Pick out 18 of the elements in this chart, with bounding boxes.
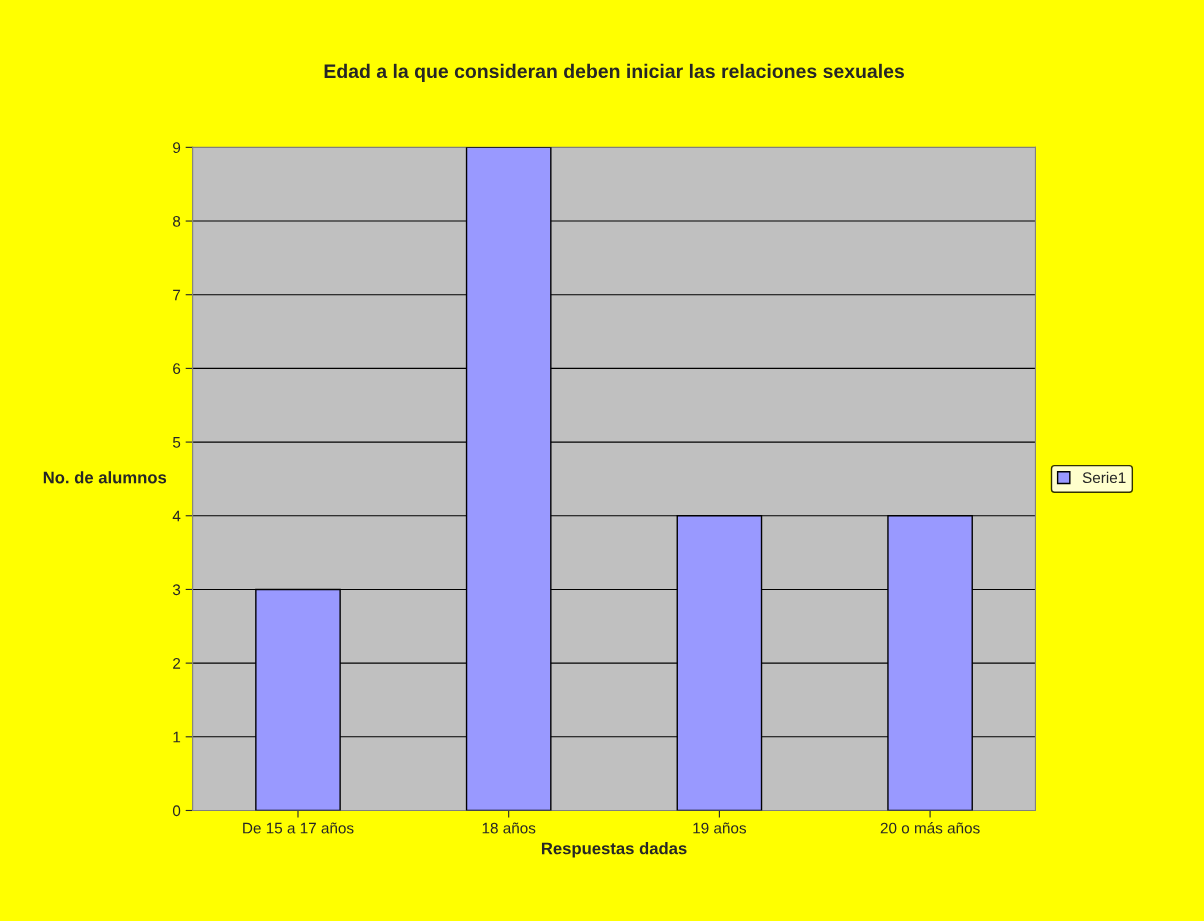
legend-label: Serie1 <box>1082 471 1126 484</box>
y-tick-label: 2 <box>173 657 181 669</box>
y-tick-label: 6 <box>173 363 181 375</box>
y-tick-label: 8 <box>173 215 181 227</box>
y-axis-title: No. de alumnos <box>43 471 167 484</box>
y-tick-label: 9 <box>173 142 181 154</box>
y-tick-label: 7 <box>173 289 181 301</box>
chart-title: Edad a la que consideran deben iniciar las relaciones sexuales <box>324 63 904 82</box>
x-tick-label: 18 años <box>482 822 536 834</box>
y-tick-label: 3 <box>172 584 181 596</box>
y-tick-label: 4 <box>172 510 181 522</box>
x-tick-label: De 15 a 17 años <box>243 822 354 834</box>
y-tick-label: 1 <box>173 731 181 743</box>
y-tick-label: 5 <box>172 437 181 448</box>
x-axis-title: Respuestas dadas <box>541 842 687 858</box>
y-tick-label: 0 <box>172 805 181 817</box>
x-tick-label: 20 o más años <box>880 822 980 834</box>
x-tick-label: 19 años <box>693 822 747 834</box>
